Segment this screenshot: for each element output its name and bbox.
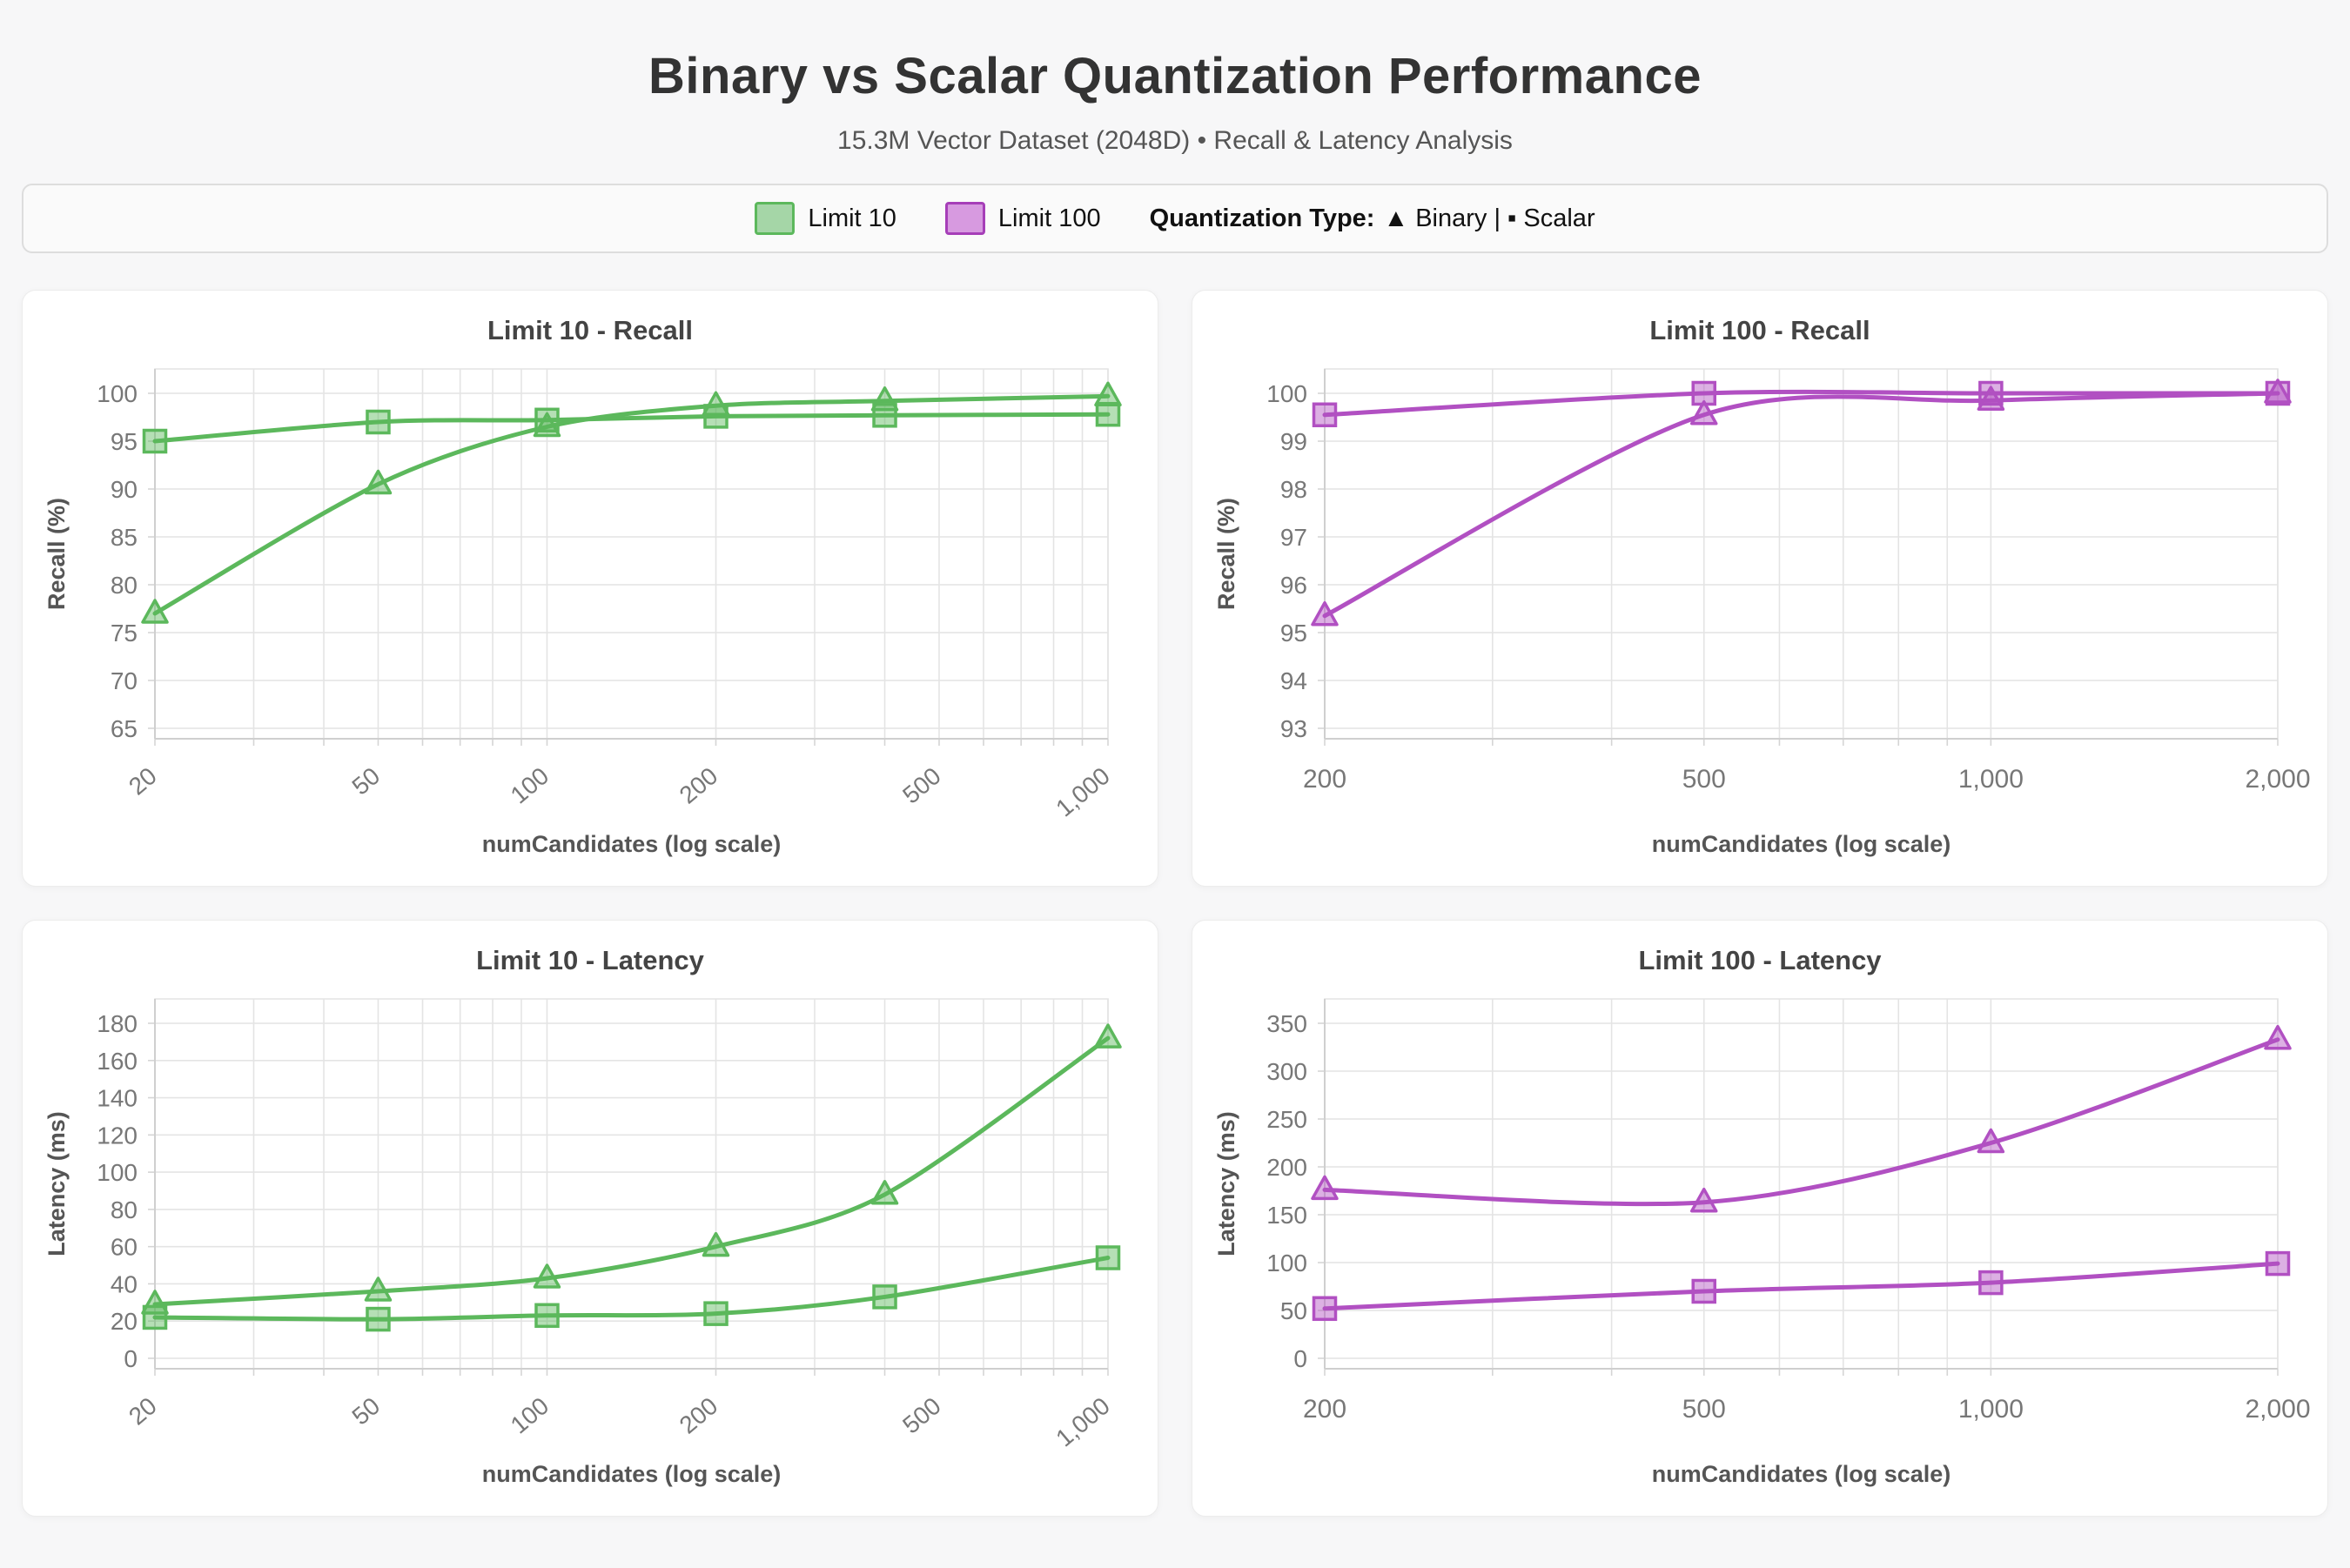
chart-title: Limit 100 - Latency	[1638, 945, 1882, 975]
svg-text:99: 99	[1280, 428, 1307, 455]
svg-text:50: 50	[347, 762, 386, 801]
svg-text:Latency (ms): Latency (ms)	[1213, 1111, 1239, 1256]
chart-card-limit10-latency: Limit 10 - Latency 0 20 40 60 80 100 120 140 160…	[22, 920, 1158, 1517]
svg-text:120: 120	[97, 1122, 138, 1149]
svg-text:300: 300	[1266, 1058, 1307, 1085]
svg-text:180: 180	[97, 1010, 138, 1037]
svg-text:95: 95	[111, 428, 138, 455]
chart-grid: Limit 10 - Recall 65 70 75 80 85 90 95 100 20 50 1…	[22, 290, 2328, 1517]
chart-canvas-limit10-latency: 0 20 40 60 80 100 120 140 160 180 20 50 100 200 500 1,0…	[24, 982, 1156, 1504]
legend-item-limit10: Limit 10	[755, 202, 896, 235]
chart-canvas-limit10-recall: 65 70 75 80 85 90 95 100 20 50 100 200 500 1,000 numCa…	[24, 352, 1156, 874]
svg-text:70: 70	[111, 667, 138, 694]
svg-text:95: 95	[1280, 620, 1307, 647]
svg-text:50: 50	[347, 1392, 386, 1431]
svg-text:94: 94	[1280, 667, 1307, 694]
svg-text:75: 75	[111, 620, 138, 647]
page-subtitle: 15.3M Vector Dataset (2048D) • Recall & …	[837, 126, 1513, 155]
chart-title: Limit 10 - Latency	[476, 945, 704, 975]
chart-card-limit100-latency: Limit 100 - Latency 0 50 100 150 200 250 300 35…	[1192, 920, 2328, 1517]
legend-item-limit100: Limit 100	[944, 202, 1101, 235]
svg-text:1,000: 1,000	[1958, 1395, 2024, 1424]
svg-text:0: 0	[1293, 1345, 1307, 1372]
svg-text:20: 20	[124, 762, 162, 801]
legend-label-limit10: Limit 10	[808, 204, 896, 232]
svg-text:65: 65	[111, 715, 138, 742]
svg-text:80: 80	[111, 1196, 138, 1223]
limit100-swatch-icon	[944, 202, 985, 235]
svg-text:200: 200	[1266, 1154, 1307, 1181]
limit10-swatch-icon	[755, 202, 796, 235]
svg-text:numCandidates (log scale): numCandidates (log scale)	[1652, 1461, 1951, 1487]
svg-text:0: 0	[124, 1345, 138, 1372]
svg-text:200: 200	[675, 1392, 723, 1439]
chart-title: Limit 100 - Recall	[1649, 315, 1870, 345]
svg-text:20: 20	[124, 1392, 162, 1431]
svg-text:100: 100	[506, 1392, 554, 1439]
svg-text:Recall (%): Recall (%)	[44, 498, 70, 610]
svg-text:200: 200	[675, 762, 723, 809]
quantization-type-value: ▲ Binary | ▪ Scalar	[1383, 204, 1595, 232]
svg-text:2,000: 2,000	[2245, 1395, 2310, 1424]
svg-text:100: 100	[1266, 380, 1307, 407]
svg-text:Recall (%): Recall (%)	[1213, 498, 1239, 610]
svg-text:80: 80	[111, 572, 138, 599]
svg-text:100: 100	[97, 1159, 138, 1186]
page-title: Binary vs Scalar Quantization Performanc…	[648, 48, 1702, 104]
chart-title: Limit 10 - Recall	[487, 315, 694, 345]
dashboard: Binary vs Scalar Quantization Performanc…	[22, 48, 2328, 1517]
quantization-type-label: Quantization Type:	[1149, 204, 1375, 232]
svg-text:500: 500	[897, 1392, 946, 1439]
svg-text:350: 350	[1266, 1010, 1307, 1037]
svg-text:100: 100	[97, 380, 138, 407]
svg-text:Latency (ms): Latency (ms)	[44, 1111, 70, 1256]
svg-text:numCandidates (log scale): numCandidates (log scale)	[482, 831, 782, 857]
svg-text:150: 150	[1266, 1202, 1307, 1229]
legend-bar: Limit 10 Limit 100 Quantization Type: ▲ …	[22, 184, 2328, 253]
svg-text:160: 160	[97, 1048, 138, 1075]
quantization-type-legend: Quantization Type: ▲ Binary | ▪ Scalar	[1150, 204, 1595, 233]
svg-text:60: 60	[111, 1234, 138, 1261]
svg-text:20: 20	[111, 1308, 138, 1335]
svg-text:50: 50	[1280, 1297, 1307, 1324]
svg-text:85: 85	[111, 524, 138, 551]
svg-text:90: 90	[111, 476, 138, 503]
svg-text:numCandidates (log scale): numCandidates (log scale)	[482, 1461, 782, 1487]
svg-text:97: 97	[1280, 524, 1307, 551]
svg-text:100: 100	[1266, 1250, 1307, 1277]
svg-text:1,000: 1,000	[1051, 762, 1115, 822]
svg-text:250: 250	[1266, 1106, 1307, 1133]
svg-text:500: 500	[1682, 765, 1726, 794]
chart-canvas-limit100-latency: 0 50 100 150 200 250 300 350 200 500 1,000 2,000 num…	[1194, 982, 2326, 1504]
chart-canvas-limit100-recall: 93 94 95 96 97 98 99 100 200 500 1,000 2,000 numCand…	[1194, 352, 2326, 874]
svg-text:500: 500	[1682, 1395, 1726, 1424]
svg-text:200: 200	[1303, 765, 1346, 794]
svg-text:40: 40	[111, 1270, 138, 1297]
svg-text:200: 200	[1303, 1395, 1346, 1424]
svg-text:1,000: 1,000	[1958, 765, 2024, 794]
chart-card-limit10-recall: Limit 10 - Recall 65 70 75 80 85 90 95 100 20 50 1…	[22, 290, 1158, 887]
svg-text:98: 98	[1280, 476, 1307, 503]
svg-text:93: 93	[1280, 715, 1307, 742]
svg-text:140: 140	[97, 1085, 138, 1112]
svg-text:500: 500	[897, 762, 946, 809]
svg-text:numCandidates (log scale): numCandidates (log scale)	[1652, 831, 1951, 857]
legend-label-limit100: Limit 100	[997, 204, 1101, 232]
chart-card-limit100-recall: Limit 100 - Recall 93 94 95 96 97 98 99 100 200 5…	[1192, 290, 2328, 887]
svg-text:100: 100	[506, 762, 554, 809]
svg-text:96: 96	[1280, 572, 1307, 599]
svg-text:2,000: 2,000	[2245, 765, 2310, 794]
svg-text:1,000: 1,000	[1051, 1392, 1115, 1452]
